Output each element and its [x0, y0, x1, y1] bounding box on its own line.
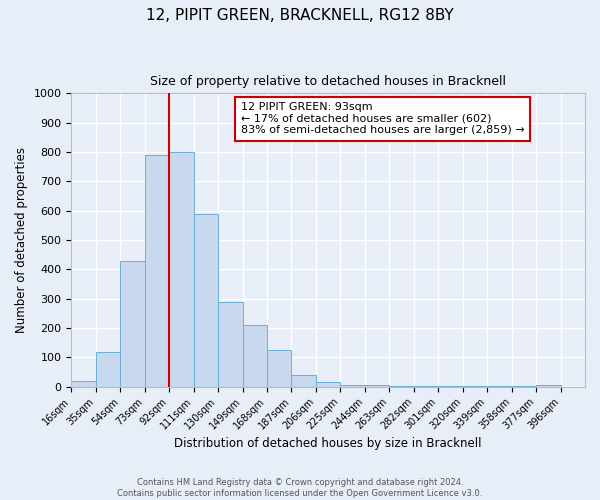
Text: Contains HM Land Registry data © Crown copyright and database right 2024.
Contai: Contains HM Land Registry data © Crown c…	[118, 478, 482, 498]
Bar	[242, 325, 267, 386]
Title: Size of property relative to detached houses in Bracknell: Size of property relative to detached ho…	[150, 75, 506, 88]
Text: 12, PIPIT GREEN, BRACKNELL, RG12 8BY: 12, PIPIT GREEN, BRACKNELL, RG12 8BY	[146, 8, 454, 22]
Bar	[316, 382, 340, 386]
Bar	[292, 375, 316, 386]
Y-axis label: Number of detached properties: Number of detached properties	[15, 147, 28, 333]
Bar	[218, 302, 242, 386]
Bar	[267, 350, 292, 387]
Bar	[194, 214, 218, 386]
Bar	[96, 352, 120, 386]
Text: 12 PIPIT GREEN: 93sqm
← 17% of detached houses are smaller (602)
83% of semi-det: 12 PIPIT GREEN: 93sqm ← 17% of detached …	[241, 102, 524, 136]
Bar	[169, 152, 194, 386]
Bar	[145, 155, 169, 386]
X-axis label: Distribution of detached houses by size in Bracknell: Distribution of detached houses by size …	[175, 437, 482, 450]
Bar	[71, 381, 96, 386]
Bar	[120, 260, 145, 386]
